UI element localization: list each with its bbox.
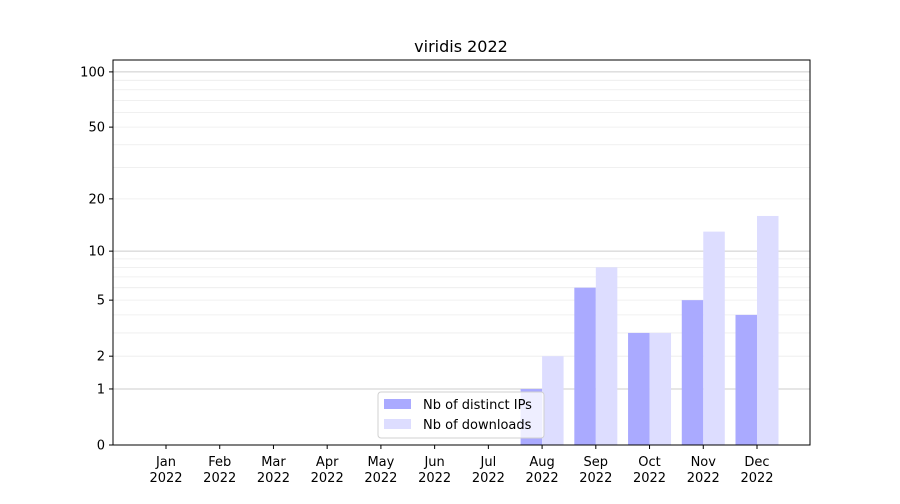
x-tick-label: 2022 [203, 471, 236, 486]
bar-distinct-ips [735, 314, 757, 445]
x-tick-label: Jul [480, 455, 497, 470]
bar-downloads [757, 215, 779, 445]
x-tick-label: 2022 [687, 471, 720, 486]
x-tick-label: Oct [638, 455, 660, 470]
x-tick-label: Feb [208, 455, 231, 470]
legend-label: Nb of downloads [423, 418, 532, 433]
bar-downloads [703, 231, 725, 445]
y-tick-label: 1 [97, 382, 105, 397]
legend-box [377, 391, 545, 439]
x-tick-label: Apr [316, 455, 339, 470]
x-tick-label: 2022 [633, 471, 666, 486]
x-tick-label: May [367, 455, 394, 470]
x-tick-label: 2022 [364, 471, 397, 486]
x-tick-label: Nov [691, 455, 717, 470]
y-tick-label: 50 [88, 121, 105, 136]
y-tick-label: 100 [80, 65, 105, 80]
x-tick-label: Jun [423, 455, 444, 470]
x-tick-label: 2022 [526, 471, 559, 486]
y-tick-label: 20 [88, 192, 105, 207]
y-tick-label: 0 [97, 439, 105, 454]
x-tick-label: 2022 [472, 471, 505, 486]
legend-swatch [384, 419, 411, 429]
legend-swatch [384, 399, 411, 409]
x-tick-label: 2022 [579, 471, 612, 486]
x-tick-label: Jan [155, 455, 176, 470]
bar-downloads [542, 356, 564, 445]
bar-distinct-ips [574, 287, 596, 445]
x-tick-label: 2022 [257, 471, 290, 486]
x-tick-label: 2022 [311, 471, 344, 486]
chart-title: viridis 2022 [414, 37, 508, 56]
x-tick-label: Mar [261, 455, 286, 470]
x-tick-label: Sep [584, 455, 609, 470]
y-tick-label: 10 [88, 245, 105, 260]
bar-distinct-ips [628, 332, 650, 445]
bar-downloads [649, 332, 672, 445]
x-tick-label: 2022 [418, 471, 451, 486]
x-tick-label: Dec [744, 455, 769, 470]
plot-frame [112, 59, 811, 446]
y-tick-label: 5 [97, 294, 105, 309]
bar-distinct-ips [681, 300, 704, 445]
y-tick-label: 2 [97, 350, 105, 365]
x-tick-label: Aug [529, 455, 554, 470]
bar-downloads [595, 267, 618, 445]
legend-label: Nb of distinct IPs [423, 398, 532, 413]
x-tick-label: 2022 [740, 471, 773, 486]
x-tick-label: 2022 [149, 471, 182, 486]
